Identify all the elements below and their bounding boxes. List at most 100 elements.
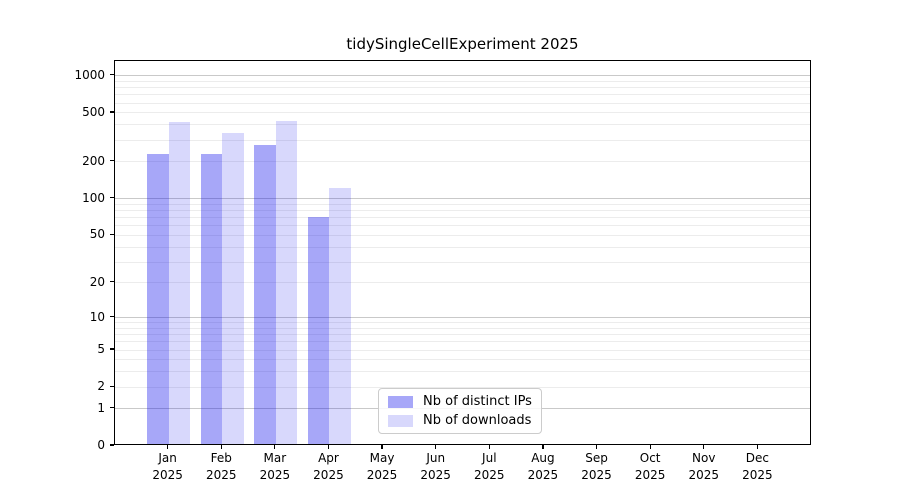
- bar-jan-distinct-ips: [147, 153, 169, 444]
- legend-swatch-distinct-ips: [388, 395, 413, 408]
- xtick-mark: [595, 445, 598, 449]
- gridline-minor: [115, 261, 810, 263]
- gridline-minor: [115, 359, 810, 361]
- ytick-label-1: 1: [97, 400, 105, 415]
- bar-jan-downloads: [168, 121, 191, 444]
- xtick-label-sep: Sep 2025: [567, 450, 627, 484]
- xtick-label-nov: Nov 2025: [674, 450, 734, 484]
- gridline-minor: [115, 139, 810, 141]
- legend-item-distinct-ips: Nb of distinct IPs: [388, 395, 532, 408]
- xtick-label-oct: Oct 2025: [620, 450, 680, 484]
- xtick-year: 2025: [313, 468, 344, 482]
- gridline-minor: [115, 81, 810, 82]
- xtick-month: Feb: [210, 451, 232, 465]
- gridline-minor: [115, 210, 810, 212]
- ytick-label-50: 50: [89, 227, 105, 242]
- xtick-label-apr: Apr 2025: [298, 450, 358, 484]
- ytick-mark: [110, 233, 114, 235]
- chart-title: tidySingleCellExperiment 2025: [346, 35, 579, 53]
- gridline-minor: [115, 225, 810, 227]
- bar-mar-downloads: [275, 120, 298, 444]
- xtick-mark: [542, 445, 544, 449]
- xtick-month: Mar: [263, 451, 287, 465]
- bar-apr-downloads: [329, 187, 351, 444]
- xtick-month: Dec: [745, 451, 769, 465]
- gridline-minor: [115, 322, 810, 324]
- xtick-month: Nov: [692, 451, 716, 465]
- legend-swatch-downloads: [388, 414, 413, 427]
- gridline-minor: [115, 112, 810, 114]
- ytick-label-200: 200: [82, 153, 105, 168]
- xtick-label-feb: Feb 2025: [191, 450, 251, 484]
- gridline-minor: [115, 334, 810, 336]
- xtick-label-dec: Dec 2025: [727, 450, 787, 484]
- gridline-minor: [115, 341, 810, 343]
- xtick-month: Oct: [639, 451, 661, 465]
- xtick-year: 2025: [527, 468, 559, 482]
- xtick-mark: [381, 445, 383, 449]
- ytick-label-20: 20: [89, 274, 105, 289]
- legend-item-downloads: Nb of downloads: [388, 414, 532, 427]
- xtick-mark: [703, 445, 705, 449]
- xtick-label-aug: Aug 2025: [513, 450, 573, 484]
- xtick-label-jan: Jan 2025: [138, 450, 198, 484]
- xtick-mark: [327, 445, 330, 449]
- gridline-minor: [115, 161, 810, 163]
- legend-label-downloads: Nb of downloads: [423, 413, 532, 428]
- xtick-mark: [167, 445, 169, 449]
- xtick-mark: [274, 445, 276, 449]
- bar-mar-distinct-ips: [254, 145, 276, 444]
- ytick-mark: [110, 407, 114, 409]
- xtick-mark: [649, 445, 651, 449]
- ytick-mark: [110, 281, 114, 283]
- gridline-minor: [115, 386, 810, 388]
- gridline-major: [115, 198, 810, 200]
- gridline-major: [115, 317, 810, 319]
- ytick-mark: [110, 74, 114, 76]
- xtick-label-mar: Mar 2025: [245, 450, 305, 484]
- gridline-minor: [115, 102, 810, 104]
- xtick-label-jul: Jul 2025: [459, 450, 519, 484]
- xtick-year: 2025: [152, 468, 183, 482]
- gridline-minor: [115, 217, 810, 219]
- xtick-label-jun: Jun 2025: [406, 450, 466, 484]
- xtick-month: Jul: [482, 451, 497, 465]
- gridline-minor: [115, 327, 810, 329]
- xtick-label-may: May 2025: [352, 450, 412, 484]
- legend: Nb of distinct IPs Nb of downloads: [378, 388, 542, 434]
- xtick-mark: [488, 445, 490, 449]
- ytick-label-500: 500: [82, 104, 105, 119]
- gridline-minor: [115, 87, 810, 89]
- ytick-mark: [110, 160, 114, 162]
- bar-feb-distinct-ips: [200, 154, 223, 444]
- xtick-month: Jan: [158, 451, 177, 465]
- plot-area: [114, 60, 811, 445]
- xtick-year: 2025: [742, 468, 773, 482]
- xtick-month: Aug: [531, 451, 555, 465]
- gridline-minor: [115, 124, 810, 126]
- xtick-year: 2025: [634, 468, 666, 482]
- xtick-month: Sep: [585, 451, 608, 465]
- gridline-minor: [115, 203, 810, 205]
- gridline-minor: [115, 282, 810, 284]
- gridline-minor: [115, 234, 810, 236]
- gridline-minor: [115, 246, 810, 248]
- xtick-month: May: [369, 451, 395, 465]
- xtick-year: 2025: [688, 468, 720, 482]
- ytick-label-100: 100: [82, 190, 105, 205]
- xtick-mark: [435, 445, 437, 449]
- ytick-mark: [110, 385, 114, 387]
- bar-apr-distinct-ips: [307, 216, 330, 444]
- ytick-mark: [110, 111, 114, 113]
- ytick-mark: [110, 348, 114, 350]
- ytick-label-1000: 1000: [74, 67, 105, 82]
- bar-feb-downloads: [222, 132, 244, 444]
- ytick-mark: [110, 315, 114, 318]
- ytick-mark: [110, 197, 114, 199]
- ytick-label-10: 10: [89, 309, 105, 324]
- xtick-month: Jun: [426, 451, 446, 465]
- xtick-mark: [756, 445, 758, 449]
- xtick-year: 2025: [205, 468, 237, 482]
- gridline-minor: [115, 94, 810, 96]
